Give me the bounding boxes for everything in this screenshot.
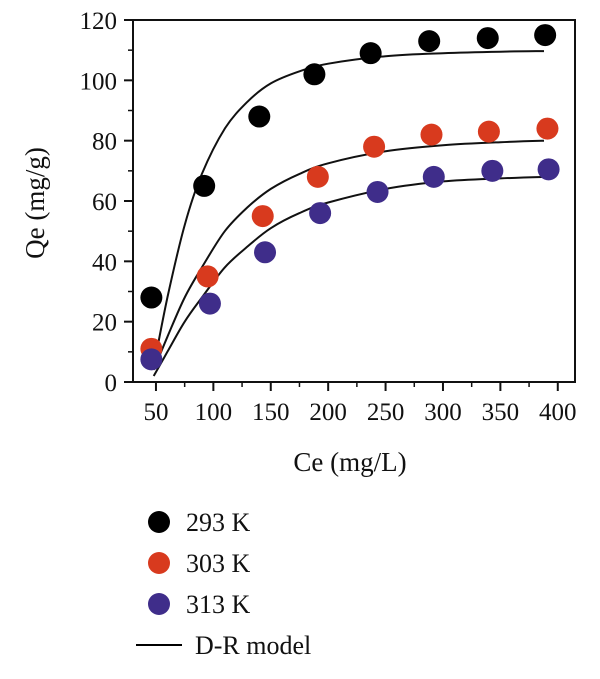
y-axis-title: Qe (mg/g) [20, 147, 50, 259]
x-tick-label: 250 [367, 399, 405, 426]
legend-marker [148, 552, 170, 574]
data-points [140, 24, 560, 371]
x-tick-label: 100 [195, 399, 233, 426]
data-point [537, 158, 560, 181]
y-tick-label: 120 [80, 8, 118, 35]
x-tick-label: 300 [424, 399, 462, 426]
y-tick-label: 20 [92, 310, 117, 337]
y-tick-label: 60 [92, 189, 117, 216]
data-point [363, 135, 386, 158]
x-tick-label: 150 [252, 399, 290, 426]
data-point [536, 117, 559, 140]
x-tick-label: 350 [482, 399, 520, 426]
x-axis-title: Ce (mg/L) [293, 447, 406, 477]
data-point [306, 165, 329, 188]
data-point [254, 241, 277, 264]
fit-curves [152, 50, 545, 377]
x-tick-label: 200 [309, 399, 347, 426]
fit-curve-293k [152, 50, 545, 368]
y-tick-label: 40 [92, 249, 117, 276]
y-tick-label: 0 [105, 370, 118, 397]
data-point [418, 30, 441, 53]
data-point [196, 265, 219, 288]
y-tick-label: 100 [80, 68, 118, 95]
y-axis: 0 20 40 60 80 100 120 [80, 8, 133, 397]
legend-marker [148, 511, 170, 533]
data-point [359, 42, 382, 65]
plot-frame [132, 19, 576, 383]
x-tick-label: 50 [143, 399, 168, 426]
legend-label: 303 K [186, 549, 251, 578]
plot-area [132, 19, 576, 383]
data-point [309, 202, 332, 225]
data-point [422, 165, 445, 188]
data-point [477, 120, 500, 143]
x-tick-label: 400 [539, 399, 577, 426]
legend: 293 K 303 K 313 K D-R model [136, 508, 311, 660]
data-point [476, 27, 499, 50]
data-point [140, 286, 163, 309]
legend-label: D-R model [195, 631, 311, 660]
data-point [366, 180, 389, 203]
data-point [481, 159, 504, 182]
data-point [198, 292, 221, 315]
data-point [140, 348, 163, 371]
data-point [251, 205, 274, 228]
legend-marker [148, 593, 170, 615]
legend-label: 293 K [186, 508, 251, 537]
data-point [534, 24, 557, 47]
data-point [248, 105, 271, 128]
y-tick-label: 80 [92, 129, 117, 156]
data-point [303, 63, 326, 86]
legend-label: 313 K [186, 590, 251, 619]
fit-curve-303k [152, 139, 545, 371]
data-point [420, 123, 443, 146]
data-point [193, 174, 216, 197]
x-axis: 50 100 150 200 250 300 350 400 [143, 382, 577, 426]
